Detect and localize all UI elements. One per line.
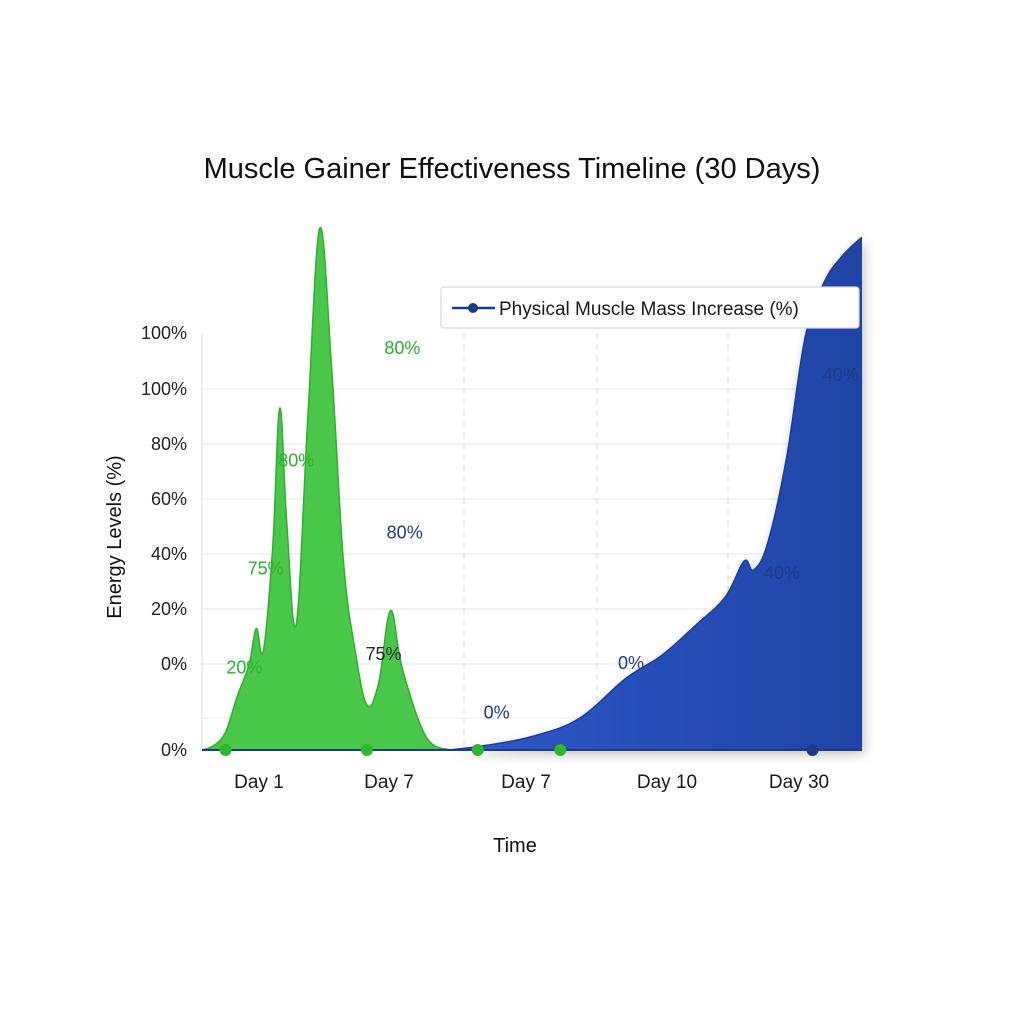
y-tick-label: 20% (151, 599, 187, 619)
series-marker (219, 744, 232, 756)
data-label: 80% (278, 451, 314, 471)
data-label: 80% (387, 523, 423, 543)
x-tick-label: Day 1 (234, 772, 284, 793)
series-marker (361, 744, 373, 756)
y-tick-label: 60% (151, 489, 187, 509)
data-label: 80% (384, 338, 420, 358)
data-label: 0% (484, 703, 510, 723)
y-tick-label: 100% (141, 323, 187, 343)
legend-label: Physical Muscle Mass Increase (%) (499, 299, 799, 320)
legend-box (440, 286, 860, 329)
series-marker (806, 744, 819, 756)
green-series-area-line (201, 227, 450, 751)
data-label: 40% (823, 365, 859, 385)
y-axis-tick-labels: 0% 0% 20% 40% 60% 80% 100% 100% (141, 323, 187, 760)
legend: Physical Muscle Mass Increase (%) (440, 286, 860, 329)
x-tick-label: Day 7 (364, 772, 414, 793)
series-marker (554, 744, 567, 756)
data-label: 20% (226, 658, 262, 678)
legend-swatch-marker (468, 303, 478, 313)
x-tick-label: Day 10 (637, 772, 697, 793)
data-label: 75% (248, 559, 284, 579)
y-tick-label: 0% (161, 740, 187, 760)
y-tick-label: 0% (161, 654, 187, 674)
data-label: 0% (618, 653, 644, 673)
y-axis-title: Energy Levels (%) (104, 455, 126, 618)
y-tick-label: 40% (151, 544, 187, 564)
y-tick-label: 80% (151, 434, 187, 454)
series-marker (471, 744, 484, 756)
green-series-area (202, 227, 450, 750)
data-annotations: 80% 80% 75% 20% 75% 80% 0% 0% 40% 40% (226, 338, 858, 723)
data-label: 40% (764, 563, 800, 583)
x-tick-label: Day 7 (501, 772, 551, 793)
blue-series-area (449, 237, 862, 750)
x-tick-label: Day 30 (769, 772, 829, 793)
x-axis-title: Time (493, 835, 537, 857)
data-label: 75% (365, 644, 401, 664)
y-tick-label: 100% (141, 379, 187, 399)
chart-title: Muscle Gainer Effectiveness Timeline (30… (204, 153, 821, 185)
vertical-gridlines (463, 333, 729, 750)
series-markers (219, 744, 819, 756)
x-axis-tick-labels: Day 1 Day 7 Day 7 Day 10 Day 30 (234, 772, 829, 793)
